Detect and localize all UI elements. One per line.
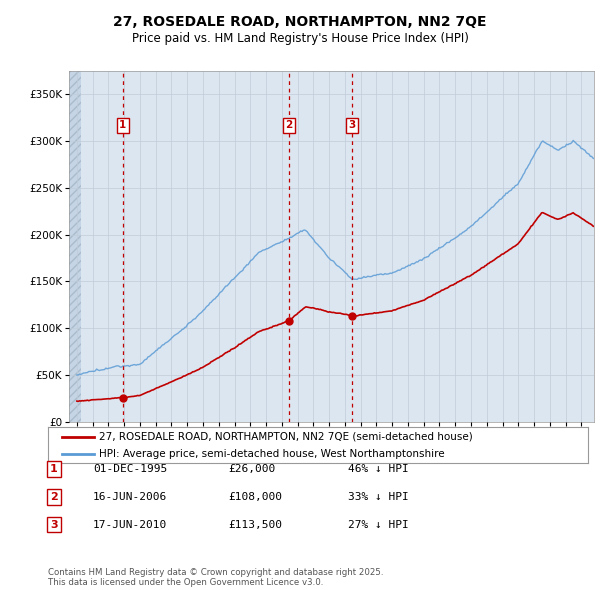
Text: Contains HM Land Registry data © Crown copyright and database right 2025.
This d: Contains HM Land Registry data © Crown c… [48,568,383,587]
Text: 27, ROSEDALE ROAD, NORTHAMPTON, NN2 7QE (semi-detached house): 27, ROSEDALE ROAD, NORTHAMPTON, NN2 7QE … [100,432,473,442]
Text: 27% ↓ HPI: 27% ↓ HPI [348,520,409,529]
Text: 46% ↓ HPI: 46% ↓ HPI [348,464,409,474]
Text: 27, ROSEDALE ROAD, NORTHAMPTON, NN2 7QE: 27, ROSEDALE ROAD, NORTHAMPTON, NN2 7QE [113,15,487,29]
Text: 1: 1 [119,120,127,130]
Text: £26,000: £26,000 [228,464,275,474]
Text: £108,000: £108,000 [228,492,282,502]
Text: 3: 3 [50,520,58,529]
Text: 16-JUN-2006: 16-JUN-2006 [93,492,167,502]
Text: Price paid vs. HM Land Registry's House Price Index (HPI): Price paid vs. HM Land Registry's House … [131,32,469,45]
Text: £113,500: £113,500 [228,520,282,529]
Text: 3: 3 [349,120,356,130]
Text: 33% ↓ HPI: 33% ↓ HPI [348,492,409,502]
Text: 17-JUN-2010: 17-JUN-2010 [93,520,167,529]
Text: 2: 2 [50,492,58,502]
Text: 01-DEC-1995: 01-DEC-1995 [93,464,167,474]
Text: 1: 1 [50,464,58,474]
Text: 2: 2 [286,120,293,130]
Text: HPI: Average price, semi-detached house, West Northamptonshire: HPI: Average price, semi-detached house,… [100,449,445,459]
